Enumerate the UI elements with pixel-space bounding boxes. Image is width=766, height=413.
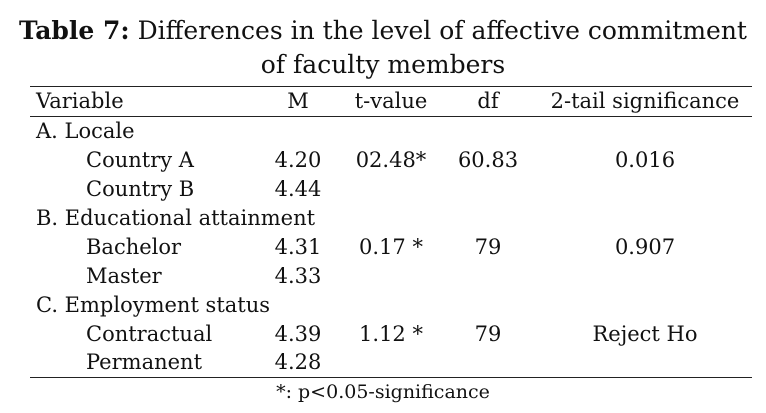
row-df: 79 [474, 322, 502, 346]
table-row: Contractual 4.39 1.12 * 79 Reject Ho [0, 320, 766, 349]
table-row: Country B 4.44 [0, 175, 766, 204]
row-m: 4.44 [274, 177, 322, 201]
row-t-value: 02.48* [355, 148, 427, 172]
table-header-row: Variable M t-value df 2-tail significanc… [0, 87, 766, 116]
row-name: Permanent [86, 350, 203, 374]
table-title-line-2: of faculty members [260, 50, 506, 79]
table-title-text: Differences in the level of affective co… [137, 16, 747, 45]
group-row-locale: A. Locale [0, 117, 766, 146]
table-row: Master 4.33 [0, 262, 766, 291]
row-significance: Reject Ho [592, 322, 698, 346]
row-m: 4.28 [274, 350, 322, 374]
row-m: 4.33 [274, 264, 322, 288]
header-t-value: t-value [354, 89, 428, 113]
row-t-value: 0.17 * [359, 235, 423, 259]
table-footnote: *: p<0.05-significance [276, 381, 490, 403]
group-row-educational-attainment: B. Educational attainment [0, 204, 766, 233]
row-name: Bachelor [86, 235, 182, 259]
row-df: 79 [474, 235, 502, 259]
table-row: Country A 4.20 02.48* 60.83 0.016 [0, 146, 766, 175]
table-number: Table 7: [19, 16, 130, 45]
header-significance: 2-tail significance [550, 89, 740, 113]
group-row-employment-status: C. Employment status [0, 291, 766, 320]
row-name: Country A [86, 148, 194, 172]
table-row: Permanent 4.28 [0, 348, 766, 377]
group-label: C. Employment status [36, 293, 271, 317]
row-significance: 0.907 [614, 235, 676, 259]
header-variable: Variable [36, 89, 124, 113]
header-m: M [287, 89, 309, 113]
row-name: Contractual [86, 322, 213, 346]
row-significance: 0.016 [614, 148, 676, 172]
table-title: Table 7: Differences in the level of aff… [0, 14, 766, 82]
table-header-rule [30, 116, 752, 117]
group-label: B. Educational attainment [36, 206, 316, 230]
table-top-rule [30, 86, 752, 87]
row-name: Country B [86, 177, 195, 201]
row-m: 4.39 [274, 322, 322, 346]
row-name: Master [86, 264, 162, 288]
row-t-value: 1.12 * [359, 322, 423, 346]
table-title-line-1: Table 7: Differences in the level of aff… [0, 14, 766, 48]
row-m: 4.31 [274, 235, 322, 259]
table-row: Bachelor 4.31 0.17 * 79 0.907 [0, 233, 766, 262]
table-bottom-rule [30, 377, 752, 378]
group-label: A. Locale [36, 119, 135, 143]
row-m: 4.20 [274, 148, 322, 172]
row-df: 60.83 [457, 148, 519, 172]
header-df: df [477, 89, 499, 113]
